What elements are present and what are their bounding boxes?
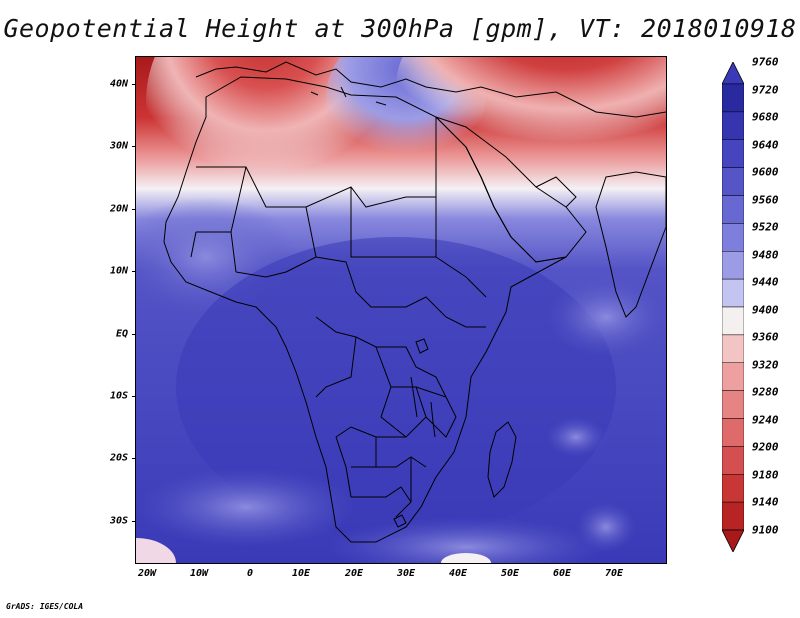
x-tick-10e: 10E <box>291 568 311 579</box>
x-tick-0: 0 <box>246 568 254 579</box>
x-tick-20e: 20E <box>344 568 364 579</box>
colorbar-label: 9280 <box>752 385 779 399</box>
persian-gulf <box>535 176 577 208</box>
x-tick-70e: 70E <box>604 568 624 579</box>
y-tick-10n: 10N <box>109 265 128 277</box>
colorbar-label: 9200 <box>752 440 779 454</box>
y-tick-eq: EQ <box>115 328 128 340</box>
colorbar-label: 9600 <box>752 165 779 179</box>
med-islands <box>310 86 387 106</box>
y-tick-30s: 30S <box>109 515 128 527</box>
x-tick-20w: 20W <box>137 568 157 579</box>
colorbar-box <box>722 83 744 113</box>
colorbar-label: 9240 <box>752 413 779 427</box>
colorbar-box <box>722 223 744 252</box>
colorbar-box <box>722 446 744 475</box>
tick-mark-10n <box>132 271 136 272</box>
colorbar-label: 9140 <box>752 495 779 509</box>
x-tick-30e: 30E <box>396 568 416 579</box>
tick-mark-10s <box>132 396 136 397</box>
colorbar-box <box>722 195 744 224</box>
grads-credit: GrADS: IGES/COLA <box>6 602 84 611</box>
x-tick-40e: 40E <box>448 568 468 579</box>
borders-west <box>190 231 486 328</box>
colorbar-box <box>722 167 744 196</box>
y-tick-30n: 30N <box>109 140 128 152</box>
colorbar <box>722 62 744 552</box>
map-frame <box>135 56 667 564</box>
colorbar-box <box>722 139 744 168</box>
y-tick-40n: 40N <box>109 78 128 90</box>
lake-malawi <box>430 401 436 438</box>
colorbar-label: 9100 <box>752 523 779 537</box>
colorbar-box <box>722 474 744 503</box>
colorbar-label: 9680 <box>752 110 779 124</box>
colorbar-box <box>722 334 744 363</box>
india-coastline <box>595 171 666 318</box>
tick-mark-30s <box>132 521 136 522</box>
borders-central <box>315 316 457 438</box>
tick-mark-20n <box>132 209 136 210</box>
colorbar-box <box>722 111 744 140</box>
x-tick-60e: 60E <box>552 568 572 579</box>
colorbar-label: 9720 <box>752 83 779 97</box>
y-tick-10s: 10S <box>109 390 128 402</box>
arabia-coastline <box>435 116 587 263</box>
red-sea <box>465 146 512 238</box>
europe-coastline <box>195 61 666 118</box>
tick-mark-20s <box>132 458 136 459</box>
x-tick-10w: 10W <box>189 568 209 579</box>
tick-mark-40n <box>132 84 136 85</box>
colorbar-box <box>722 278 744 308</box>
colorbar-box <box>722 306 744 336</box>
colorbar-label: 9560 <box>752 193 779 207</box>
madagascar-coastline <box>487 421 517 498</box>
colorbar-label: 9440 <box>752 275 779 289</box>
colorbar-box <box>722 362 744 391</box>
colorbar-box <box>722 390 744 419</box>
borders-south <box>335 436 427 518</box>
lake-victoria <box>415 338 429 354</box>
borders-north <box>196 117 487 298</box>
colorbar-label: 9320 <box>752 358 779 372</box>
lesotho-border <box>393 514 407 528</box>
coastlines <box>163 61 666 543</box>
colorbar-label: 9520 <box>752 220 779 234</box>
colorbar-box <box>722 251 744 280</box>
tick-mark-30n <box>132 146 136 147</box>
x-tick-50e: 50E <box>500 568 520 579</box>
colorbar-label: 9360 <box>752 330 779 344</box>
colorbar-label: 9640 <box>752 138 779 152</box>
colorbar-label: 9760 <box>752 55 779 69</box>
colorbar-box <box>722 501 744 531</box>
colorbar-label: 9180 <box>752 468 779 482</box>
y-tick-20s: 20S <box>109 452 128 464</box>
lake-tanganyika <box>410 376 418 418</box>
colorbar-label: 9400 <box>752 303 779 317</box>
colorbar-top-arrow <box>722 62 744 85</box>
y-tick-20n: 20N <box>109 203 128 215</box>
tick-mark-eq <box>132 334 136 335</box>
colorbar-bottom-arrow <box>722 529 744 552</box>
chart-title: Geopotential Height at 300hPa [gpm], VT:… <box>3 14 797 43</box>
colorbar-box <box>722 418 744 447</box>
colorbar-label: 9480 <box>752 248 779 262</box>
africa-coastline <box>163 76 567 543</box>
